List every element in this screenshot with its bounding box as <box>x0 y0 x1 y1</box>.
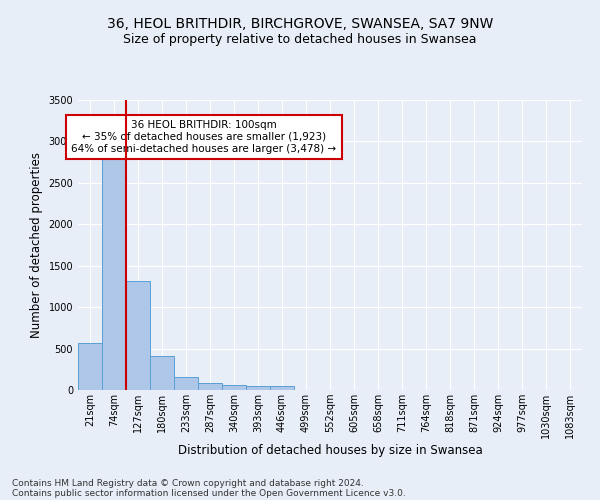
Text: Size of property relative to detached houses in Swansea: Size of property relative to detached ho… <box>123 32 477 46</box>
Text: 36 HEOL BRITHDIR: 100sqm
← 35% of detached houses are smaller (1,923)
64% of sem: 36 HEOL BRITHDIR: 100sqm ← 35% of detach… <box>71 120 337 154</box>
Bar <box>102 149 126 390</box>
Bar <box>78 343 102 390</box>
Bar <box>222 386 246 390</box>
Bar <box>270 386 294 390</box>
Bar <box>246 386 270 390</box>
X-axis label: Distribution of detached houses by size in Swansea: Distribution of detached houses by size … <box>178 444 482 456</box>
Text: Contains public sector information licensed under the Open Government Licence v3: Contains public sector information licen… <box>12 488 406 498</box>
Bar <box>126 281 150 390</box>
Y-axis label: Number of detached properties: Number of detached properties <box>30 152 43 338</box>
Text: 36, HEOL BRITHDIR, BIRCHGROVE, SWANSEA, SA7 9NW: 36, HEOL BRITHDIR, BIRCHGROVE, SWANSEA, … <box>107 18 493 32</box>
Bar <box>198 384 222 390</box>
Bar <box>174 377 198 390</box>
Bar <box>150 356 174 390</box>
Text: Contains HM Land Registry data © Crown copyright and database right 2024.: Contains HM Land Registry data © Crown c… <box>12 478 364 488</box>
